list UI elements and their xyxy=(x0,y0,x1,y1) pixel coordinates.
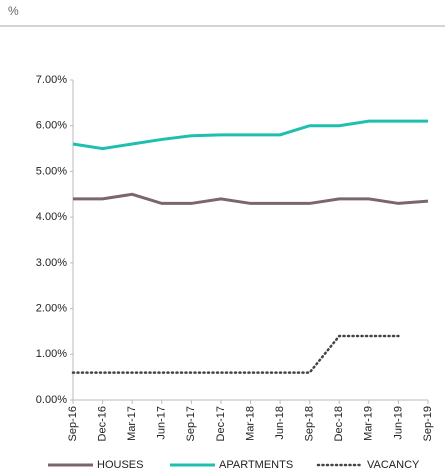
y-tick-label: 6.00% xyxy=(36,120,67,132)
y-tick-label: 2.00% xyxy=(36,302,67,314)
y-tick-label: 7.00% xyxy=(36,74,67,86)
y-tick-label: 1.00% xyxy=(36,348,67,360)
x-tick-label: Dec-18 xyxy=(333,406,345,441)
x-tick-label: Jun-19 xyxy=(392,406,404,440)
x-tick-label: Sep-19 xyxy=(422,406,434,441)
series-line xyxy=(71,334,400,374)
x-tick-label: Jun-17 xyxy=(156,406,168,440)
y-tick-label: 0.00% xyxy=(36,394,67,406)
y-tick-label: 4.00% xyxy=(36,211,67,223)
legend-label: VACANCY xyxy=(367,459,420,471)
y-tick-label: 5.00% xyxy=(36,165,67,177)
x-tick-label: Mar-19 xyxy=(363,406,375,441)
x-tick-label: Sep-17 xyxy=(185,406,197,441)
series-line xyxy=(73,192,429,205)
legend-label: APARTMENTS xyxy=(219,459,293,471)
x-tick-label: Sep-18 xyxy=(304,406,316,441)
legend-label: HOUSES xyxy=(97,459,143,471)
x-tick-label: Mar-18 xyxy=(244,406,256,441)
x-tick-label: Dec-17 xyxy=(215,406,227,441)
x-tick-label: Sep-16 xyxy=(67,406,79,441)
unit-label: % xyxy=(8,4,19,18)
x-tick-label: Jun-18 xyxy=(274,406,286,440)
series-line xyxy=(72,119,428,151)
y-tick-label: 3.00% xyxy=(36,257,67,269)
x-tick-label: Mar-17 xyxy=(126,406,138,441)
x-tick-label: Dec-16 xyxy=(96,406,108,441)
